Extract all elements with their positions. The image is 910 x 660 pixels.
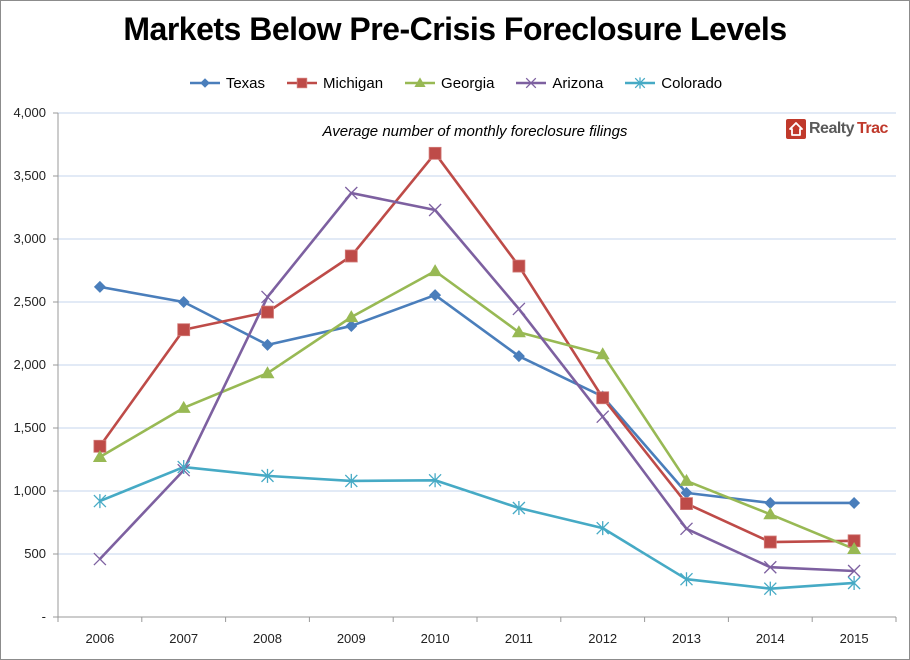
x-tick-label: 2014 xyxy=(756,631,785,646)
data-point-texas xyxy=(680,486,693,499)
data-point-colorado xyxy=(177,460,191,475)
data-point-arizona xyxy=(261,290,274,304)
data-point-arizona xyxy=(596,410,610,424)
legend-marker xyxy=(296,77,308,89)
data-point-georgia xyxy=(260,366,275,379)
data-point-texas xyxy=(177,296,190,308)
data-point-michigan xyxy=(512,259,526,273)
legend-item-georgia: Georgia xyxy=(403,75,494,92)
data-point-arizona xyxy=(512,302,526,316)
data-point-texas xyxy=(345,319,358,332)
x-tick-label: 2007 xyxy=(169,631,198,646)
y-tick-label: - xyxy=(42,609,46,624)
legend-swatch-georgia xyxy=(405,77,436,87)
y-tick-label: 2,500 xyxy=(13,294,46,309)
legend-item-michigan: Michigan xyxy=(285,75,383,92)
logo-text-realty: Realty xyxy=(809,120,855,137)
logo-text-trac: Trac xyxy=(857,120,888,137)
series-line-colorado xyxy=(99,465,855,590)
data-point-colorado xyxy=(428,473,442,488)
data-point-georgia xyxy=(511,325,526,338)
legend-swatch-michigan xyxy=(287,77,318,89)
y-tick-label: 1,500 xyxy=(13,420,46,435)
legend-marker xyxy=(526,77,537,89)
data-point-arizona xyxy=(680,522,693,536)
legend: Texas Michigan Georgia Arizona Colorado xyxy=(1,72,909,94)
legend-swatch-arizona xyxy=(516,77,547,89)
series-line-michigan xyxy=(98,152,855,544)
chart-subtitle: Average number of monthly foreclosure fi… xyxy=(322,123,628,140)
x-tick-label: 2013 xyxy=(672,631,701,646)
legend-label: Colorado xyxy=(661,74,723,92)
legend-label: Michigan xyxy=(323,74,384,92)
data-point-michigan xyxy=(261,305,274,319)
data-point-texas xyxy=(429,289,442,302)
legend-swatch-colorado xyxy=(625,77,656,89)
data-point-georgia xyxy=(344,310,359,323)
data-point-georgia xyxy=(847,541,862,554)
series-line-arizona xyxy=(98,191,855,573)
realtytrac-logo: Realty Trac xyxy=(786,119,888,139)
data-point-colorado xyxy=(344,473,358,488)
y-tick-label: 2,000 xyxy=(13,357,46,372)
data-point-texas xyxy=(764,496,777,509)
y-tick-label: 3,000 xyxy=(13,231,46,246)
legend-item-texas: Texas xyxy=(188,75,265,92)
house-icon xyxy=(786,119,806,139)
data-point-michigan xyxy=(344,249,358,263)
legend-label: Arizona xyxy=(552,74,604,92)
data-point-texas xyxy=(512,350,525,363)
x-tick-label: 2015 xyxy=(840,631,869,646)
x-tick-label: 2008 xyxy=(253,631,282,646)
data-point-georgia xyxy=(176,400,191,413)
data-point-colorado xyxy=(847,575,861,590)
data-point-arizona xyxy=(428,203,442,217)
data-point-georgia xyxy=(428,264,443,277)
data-point-arizona xyxy=(847,564,861,578)
x-tick-label: 2006 xyxy=(85,631,114,646)
legend-marker xyxy=(414,77,426,87)
data-point-colorado xyxy=(680,572,693,587)
x-tick-label: 2009 xyxy=(337,631,366,646)
legend-label: Georgia xyxy=(441,74,495,92)
data-point-michigan xyxy=(428,146,442,160)
x-tick-label: 2012 xyxy=(588,631,617,646)
data-point-colorado xyxy=(512,501,526,516)
legend-marker xyxy=(635,77,646,89)
data-point-texas xyxy=(848,496,861,509)
data-point-michigan xyxy=(596,391,610,405)
data-point-michigan xyxy=(763,535,777,549)
legend-item-colorado: Colorado xyxy=(623,75,722,92)
data-point-colorado xyxy=(261,468,274,483)
data-point-michigan xyxy=(177,323,191,337)
series-line-georgia xyxy=(99,269,855,551)
data-point-texas xyxy=(261,338,274,351)
legend-label: Texas xyxy=(225,74,266,92)
y-tick-label: 500 xyxy=(24,546,46,561)
data-point-arizona xyxy=(763,560,777,574)
x-tick-label: 2011 xyxy=(505,631,533,646)
y-tick-label: 3,500 xyxy=(13,168,46,183)
data-point-colorado xyxy=(93,494,107,509)
data-point-colorado xyxy=(763,581,777,596)
data-point-georgia xyxy=(763,507,778,520)
data-point-colorado xyxy=(596,521,610,536)
data-point-arizona xyxy=(93,552,107,566)
y-tick-label: 1,000 xyxy=(13,483,46,498)
chart-title: Markets Below Pre-Crisis Foreclosure Lev… xyxy=(123,11,787,47)
legend-swatch-texas xyxy=(189,78,220,88)
data-point-arizona xyxy=(344,186,358,200)
legend-item-arizona: Arizona xyxy=(514,75,603,92)
data-point-texas xyxy=(93,280,106,293)
data-point-michigan xyxy=(680,497,693,511)
data-point-georgia xyxy=(92,449,107,462)
x-tick-label: 2010 xyxy=(421,631,450,646)
legend-marker xyxy=(200,78,210,88)
y-tick-label: 4,000 xyxy=(13,105,46,120)
data-point-georgia xyxy=(595,347,610,360)
data-point-georgia xyxy=(679,473,694,486)
